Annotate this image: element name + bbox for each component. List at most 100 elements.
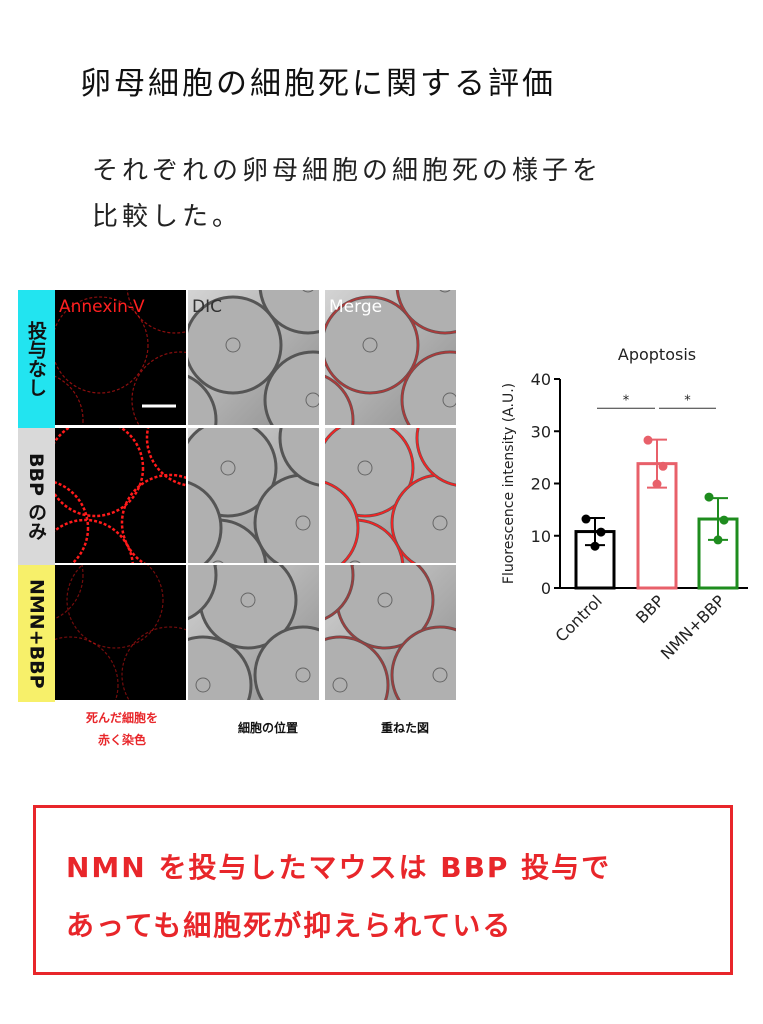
- nucleus: [362, 337, 378, 353]
- nucleus: [195, 677, 211, 693]
- oocyte: [400, 350, 456, 425]
- oocyte-red: [325, 296, 419, 394]
- data-point: [652, 479, 662, 489]
- conclusion-line: あっても細胞死が抑えられている: [66, 909, 513, 942]
- x-tick-label: NMN+BBP: [657, 591, 729, 663]
- oocyte: [325, 635, 390, 700]
- oocyte: [188, 295, 283, 395]
- oocyte: [55, 518, 134, 563]
- nucleus: [302, 290, 314, 293]
- oocyte-red: [396, 290, 456, 334]
- nucleus: [295, 667, 311, 683]
- conclusion-box: NMN を投与したマウスは BBP 投与で あっても細胞死が抑えられている: [33, 805, 733, 975]
- oocyte: [258, 290, 319, 335]
- cells: [55, 290, 186, 425]
- oocyte: [55, 565, 84, 620]
- oocyte: [395, 290, 456, 335]
- cells: [325, 428, 472, 563]
- image-cell: [55, 290, 186, 425]
- caption: 死んだ細胞を: [86, 710, 158, 725]
- cells: [325, 565, 456, 700]
- caption: 細胞の位置: [238, 720, 298, 735]
- row-label: NMN+BBP: [18, 565, 55, 702]
- description-line: 比較した。: [92, 202, 243, 232]
- oocyte: [325, 295, 420, 395]
- nucleus: [220, 460, 236, 476]
- oocyte: [188, 480, 223, 563]
- oocyte-red: [325, 481, 359, 563]
- oocyte: [278, 428, 319, 487]
- y-tick-label: 40: [531, 370, 551, 389]
- oocyte: [55, 375, 84, 425]
- nucleus: [295, 515, 311, 531]
- description-line: それぞれの卵母細胞の細胞死の様子を: [92, 156, 603, 186]
- nucleus: [305, 392, 319, 408]
- row-label: BBP のみ: [18, 428, 55, 565]
- cells: [188, 565, 319, 700]
- nucleus: [332, 677, 348, 693]
- oocyte-red: [416, 428, 456, 487]
- y-axis-label: Fluorescence intensity (A.U.): [501, 383, 517, 584]
- oocyte: [325, 374, 355, 425]
- oocyte: [188, 374, 218, 425]
- oocyte: [121, 626, 186, 700]
- oocyte: [55, 636, 119, 700]
- nucleus: [432, 515, 448, 531]
- chart-title: Apoptosis: [618, 345, 696, 364]
- oocyte-red: [325, 636, 389, 700]
- x-tick-label: BBP: [632, 591, 668, 627]
- oocyte-red: [325, 375, 354, 425]
- significance-label: *: [623, 393, 630, 408]
- oocyte: [188, 635, 253, 700]
- nucleus: [240, 592, 256, 608]
- oocyte: [188, 565, 218, 621]
- image-cell: [55, 565, 186, 700]
- oocyte: [145, 428, 186, 487]
- nucleus: [225, 337, 241, 353]
- y-tick-label: 10: [531, 527, 551, 546]
- oocyte: [55, 481, 90, 563]
- data-point: [590, 541, 600, 551]
- y-tick-label: 30: [531, 422, 551, 441]
- nucleus: [442, 392, 456, 408]
- oocyte: [55, 428, 145, 518]
- oocyte-red: [325, 565, 354, 620]
- y-tick-label: 0: [541, 579, 551, 598]
- image-cell: [55, 428, 186, 563]
- caption: 重ねた図: [381, 720, 429, 735]
- column-label: Merge: [329, 297, 382, 317]
- nucleus: [432, 667, 448, 683]
- data-point: [704, 492, 714, 502]
- x-tick-label: Control: [551, 591, 605, 645]
- title: 卵母細胞の細胞死に関する評価: [80, 66, 556, 102]
- data-point: [643, 435, 653, 445]
- data-point: [719, 515, 729, 525]
- cells: [188, 290, 319, 425]
- cells: [325, 290, 456, 425]
- oocyte: [263, 350, 319, 425]
- column-label: Annexin-V: [59, 297, 145, 317]
- column-label: DIC: [192, 297, 222, 317]
- significance-label: *: [684, 393, 691, 408]
- row-label: 投与なし: [18, 290, 55, 428]
- cells: [55, 428, 186, 563]
- nucleus: [458, 431, 472, 445]
- nucleus: [377, 592, 393, 608]
- data-point: [596, 527, 606, 537]
- data-point: [713, 535, 723, 545]
- oocyte: [66, 565, 164, 649]
- oocyte-red: [391, 626, 456, 700]
- y-tick-label: 20: [531, 475, 551, 494]
- oocyte: [188, 428, 278, 518]
- cells: [55, 565, 186, 700]
- oocyte: [325, 565, 355, 621]
- nucleus: [357, 460, 373, 476]
- data-point: [658, 461, 668, 471]
- oocyte: [131, 351, 186, 425]
- oocyte: [55, 296, 149, 394]
- oocyte-red: [325, 428, 414, 517]
- conclusion-line: NMN を投与したマウスは BBP 投与で: [66, 851, 612, 884]
- caption: 赤く染色: [98, 732, 146, 747]
